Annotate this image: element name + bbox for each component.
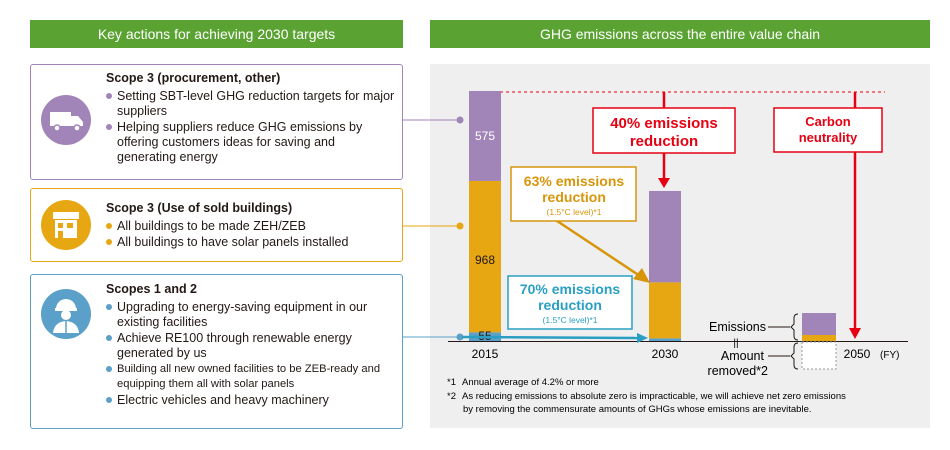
equal-sign: || <box>733 338 738 349</box>
footnote-1: *1 Annual average of 4.2% or more <box>447 377 599 388</box>
card-list: Upgrading to energy-saving equipment in … <box>106 300 396 409</box>
list-item: Upgrading to energy-saving equipment in … <box>106 300 396 330</box>
callout-63-note: (1.5°C level)*1 <box>547 207 602 217</box>
footnote-2: *2 As reducing emissions to absolute zero… <box>447 391 846 402</box>
card-list: Setting SBT-level GHG reduction targets … <box>106 89 396 166</box>
card-title: Scopes 1 and 2 <box>106 282 198 296</box>
list-item: All buildings to have solar panels insta… <box>106 235 396 250</box>
callout-63-box <box>510 166 637 222</box>
data-label-968: 968 <box>475 253 495 267</box>
removed-brace <box>790 342 799 370</box>
worker-icon <box>41 289 91 339</box>
arrow-70 <box>461 335 641 340</box>
card-scope3-use: Scope 3 (Use of sold buildings) All buil… <box>30 188 403 262</box>
tick-label-2050: 2050 <box>844 347 871 361</box>
removed-label: Amount removed*2 <box>708 349 768 378</box>
bar-2030-series-0 <box>649 338 681 341</box>
bar-2030-series-2 <box>649 190 681 283</box>
right-header: GHG emissions across the entire value ch… <box>430 20 930 48</box>
card-scope3-procurement: Scope 3 (procurement, other) Setting SBT… <box>30 64 403 180</box>
callout-70-note: (1.5°C level)*1 <box>543 315 598 325</box>
tick-label-2015: 2015 <box>472 347 499 361</box>
house-icon <box>41 200 91 250</box>
list-item: Achieve RE100 through renewable energy g… <box>106 331 396 361</box>
connector-dot <box>456 333 464 341</box>
data-label-575: 575 <box>475 129 495 143</box>
callout-70-text: 70% emissions reduction <box>520 281 621 313</box>
list-item: Setting SBT-level GHG reduction targets … <box>106 89 396 119</box>
emissions-brace <box>790 313 799 341</box>
bar-2030-series-1 <box>649 282 681 339</box>
bar-2015-series-1 <box>469 180 501 333</box>
tick-label-2030: 2030 <box>652 347 679 361</box>
net-zero-emissions-gold <box>802 335 836 341</box>
callout-40-text: 40% emissions reduction <box>610 115 718 150</box>
connector-dot <box>456 116 464 124</box>
callout-neutral-text: Carbon neutrality <box>799 114 858 145</box>
bar-2015-series-2 <box>469 91 501 181</box>
left-header: Key actions for achieving 2030 targets <box>30 20 403 48</box>
net-zero-removed-box <box>801 341 837 370</box>
emissions-label: Emissions <box>709 320 766 334</box>
truck-icon <box>41 95 91 145</box>
card-scopes-1-2: Scopes 1 and 2 Upgrading to energy-savin… <box>30 274 403 429</box>
list-item: All buildings to be made ZEH/ZEB <box>106 219 396 234</box>
x-unit-label: (FY) <box>880 350 899 361</box>
list-item: Building all new owned facilities to be … <box>106 362 396 392</box>
footnote-2-cont: by removing the commensurate amounts of … <box>463 404 812 415</box>
connector-dot <box>456 222 464 230</box>
callout-neutral-box <box>773 107 883 153</box>
list-item: Electric vehicles and heavy machinery <box>106 393 396 408</box>
callout-63-text: 63% emissions reduction <box>524 173 625 205</box>
card-list: All buildings to be made ZEH/ZEB All bui… <box>106 219 396 251</box>
callout-70-box <box>507 275 633 330</box>
list-item: Helping suppliers reduce GHG emissions b… <box>106 120 396 165</box>
card-title: Scope 3 (procurement, other) <box>106 71 281 85</box>
card-title: Scope 3 (Use of sold buildings) <box>106 201 293 215</box>
